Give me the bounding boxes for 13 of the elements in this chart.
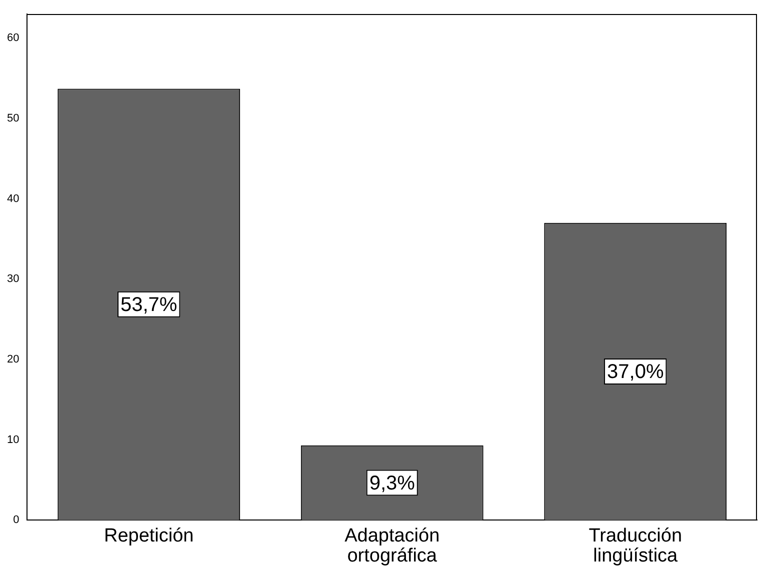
x-tick-label: Repetición xyxy=(104,525,194,546)
y-tick-label: 20 xyxy=(6,353,20,366)
y-tick-label: 30 xyxy=(6,273,20,286)
data-label: 9,3% xyxy=(369,472,416,494)
y-tick-label: 40 xyxy=(6,192,20,205)
y-tick-label: 10 xyxy=(6,434,20,446)
y-tick-label: 60 xyxy=(6,32,20,44)
y-tick-label: 50 xyxy=(6,112,20,124)
x-tick-label: Traducción lingüística xyxy=(588,525,682,566)
data-label: 53,7% xyxy=(120,294,178,316)
y-tick-label: 0 xyxy=(13,514,20,526)
x-tick-label: Adaptación ortográfica xyxy=(344,525,440,566)
data-label: 37,0% xyxy=(607,361,664,383)
